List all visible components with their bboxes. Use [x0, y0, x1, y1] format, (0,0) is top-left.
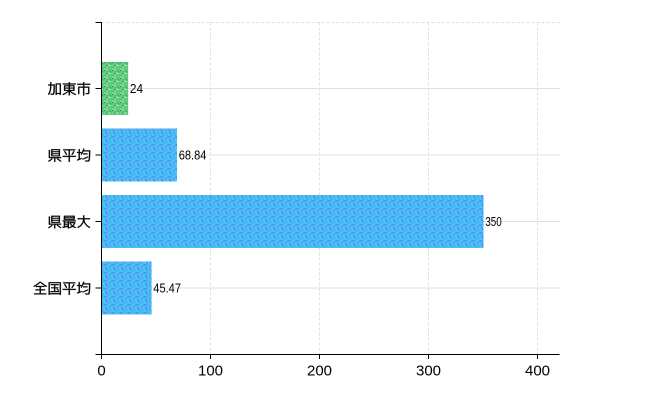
- svg-text:24: 24: [130, 81, 143, 96]
- svg-text:350: 350: [485, 214, 502, 229]
- svg-text:68.84: 68.84: [179, 148, 207, 163]
- svg-text:400: 400: [525, 362, 550, 379]
- svg-text:100: 100: [198, 362, 223, 379]
- svg-text:300: 300: [416, 362, 441, 379]
- svg-text:200: 200: [307, 362, 332, 379]
- svg-text:45.47: 45.47: [153, 281, 181, 296]
- svg-text:0: 0: [97, 362, 105, 379]
